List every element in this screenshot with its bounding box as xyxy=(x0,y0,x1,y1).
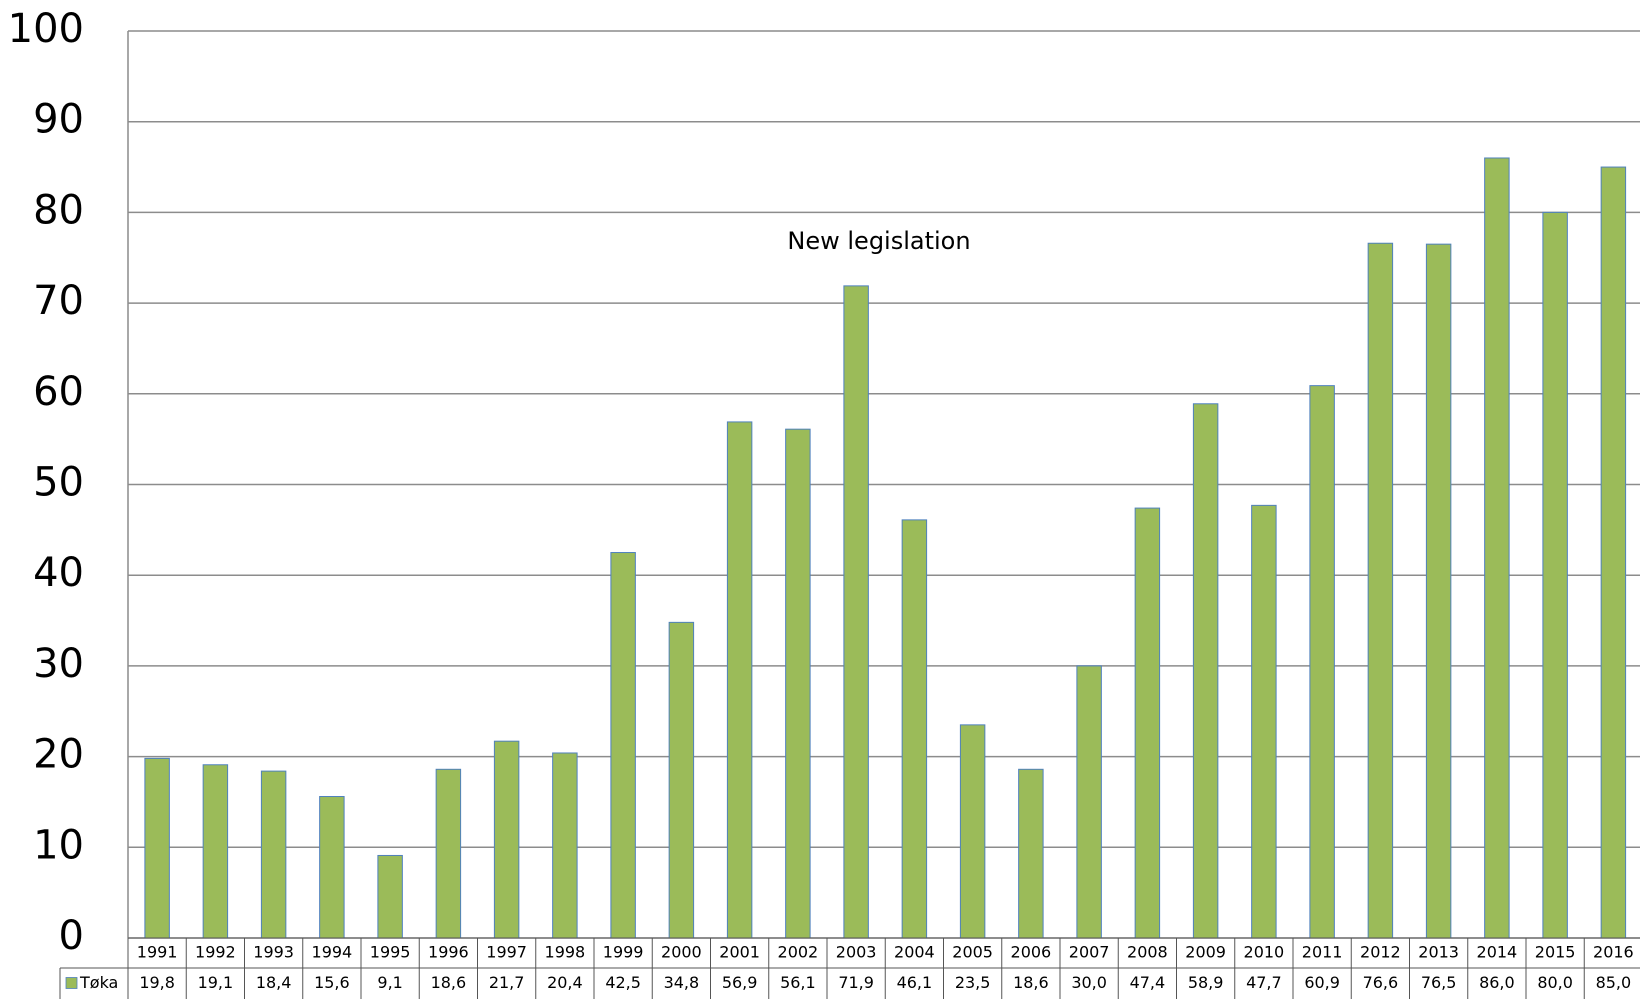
bar xyxy=(1076,665,1102,939)
x-tick-label: 2002 xyxy=(778,943,819,962)
x-tick-label: 2003 xyxy=(836,943,877,962)
data-label: 76,6 xyxy=(1363,973,1399,992)
x-tick-label: 2010 xyxy=(1244,943,1285,962)
bar xyxy=(1425,243,1452,939)
legend-label: Tøka xyxy=(79,973,118,992)
bar xyxy=(785,428,811,939)
x-tick-label: 2001 xyxy=(719,943,760,962)
x-tick-label: 2014 xyxy=(1477,943,1518,962)
bar xyxy=(610,552,636,939)
data-label: 23,5 xyxy=(955,973,991,992)
x-tick-label: 1992 xyxy=(195,943,236,962)
bar xyxy=(435,768,462,939)
y-tick-label: 60 xyxy=(33,369,84,415)
data-label: 42,5 xyxy=(605,973,641,992)
y-tick-label: 40 xyxy=(33,550,84,596)
bar xyxy=(1367,242,1394,939)
y-tick-label: 10 xyxy=(33,822,84,868)
bar xyxy=(1192,403,1219,939)
x-tick-label: 2013 xyxy=(1418,943,1459,962)
x-tick-label: 1999 xyxy=(603,943,644,962)
data-label: 80,0 xyxy=(1537,973,1573,992)
data-label: 76,5 xyxy=(1421,973,1457,992)
data-label: 9,1 xyxy=(377,973,402,992)
y-tick-label: 0 xyxy=(59,913,84,959)
x-tick-label: 2008 xyxy=(1127,943,1168,962)
data-label: 30,0 xyxy=(1071,973,1107,992)
x-tick-label: 2009 xyxy=(1185,943,1226,962)
bar xyxy=(202,764,229,939)
x-tick-label: 2000 xyxy=(661,943,702,962)
data-label: 18,6 xyxy=(431,973,467,992)
data-label: 47,4 xyxy=(1130,973,1166,992)
bar xyxy=(959,724,986,939)
bar xyxy=(668,621,695,939)
x-tick-label: 1997 xyxy=(486,943,527,962)
y-tick-label: 70 xyxy=(33,278,84,324)
x-tick-label: 2015 xyxy=(1535,943,1576,962)
bar xyxy=(260,770,287,939)
data-label: 46,1 xyxy=(897,973,933,992)
bar xyxy=(1309,385,1335,939)
bar xyxy=(552,752,578,939)
data-label: 86,0 xyxy=(1479,973,1515,992)
x-tick-label: 2006 xyxy=(1011,943,1052,962)
data-label: 18,4 xyxy=(256,973,292,992)
data-label: 19,1 xyxy=(198,973,234,992)
x-tick-label: 1994 xyxy=(312,943,353,962)
bar xyxy=(377,854,403,939)
bar xyxy=(1251,504,1277,939)
annotation: New legislation xyxy=(787,227,970,255)
y-tick-label: 50 xyxy=(33,460,84,506)
bar xyxy=(843,285,869,939)
bar xyxy=(493,740,520,939)
x-tick-label: 1995 xyxy=(370,943,411,962)
bar xyxy=(144,757,170,939)
y-tick-label: 20 xyxy=(33,732,84,778)
y-tick-label: 80 xyxy=(33,187,84,233)
x-tick-label: 2007 xyxy=(1069,943,1110,962)
data-label: 34,8 xyxy=(664,973,700,992)
data-label: 19,8 xyxy=(139,973,175,992)
data-label: 60,9 xyxy=(1304,973,1340,992)
bar xyxy=(1018,768,1044,939)
bar xyxy=(319,796,345,939)
legend-marker xyxy=(65,977,78,989)
x-tick-label: 2012 xyxy=(1360,943,1401,962)
data-label: 18,6 xyxy=(1013,973,1049,992)
x-tick-label: 1991 xyxy=(137,943,178,962)
bar xyxy=(1484,157,1510,939)
bar xyxy=(726,421,753,939)
bar xyxy=(901,519,928,939)
data-label: 56,9 xyxy=(722,973,758,992)
data-label: 85,0 xyxy=(1596,973,1632,992)
data-label: 47,7 xyxy=(1246,973,1282,992)
data-label: 15,6 xyxy=(314,973,350,992)
bar xyxy=(1542,211,1568,939)
bar xyxy=(1600,166,1627,939)
x-tick-label: 2016 xyxy=(1593,943,1634,962)
x-tick-label: 1998 xyxy=(545,943,586,962)
x-tick-label: 1993 xyxy=(253,943,294,962)
data-label: 71,9 xyxy=(838,973,874,992)
data-label: 21,7 xyxy=(489,973,525,992)
x-tick-label: 2005 xyxy=(952,943,993,962)
x-tick-label: 2011 xyxy=(1302,943,1343,962)
y-tick-label: 100 xyxy=(8,6,84,52)
x-tick-label: 1996 xyxy=(428,943,469,962)
y-tick-label: 30 xyxy=(33,641,84,687)
x-tick-label: 2004 xyxy=(894,943,935,962)
data-label: 58,9 xyxy=(1188,973,1224,992)
data-label: 20,4 xyxy=(547,973,583,992)
bar xyxy=(1134,507,1161,939)
y-tick-label: 90 xyxy=(33,97,84,143)
data-label: 56,1 xyxy=(780,973,816,992)
